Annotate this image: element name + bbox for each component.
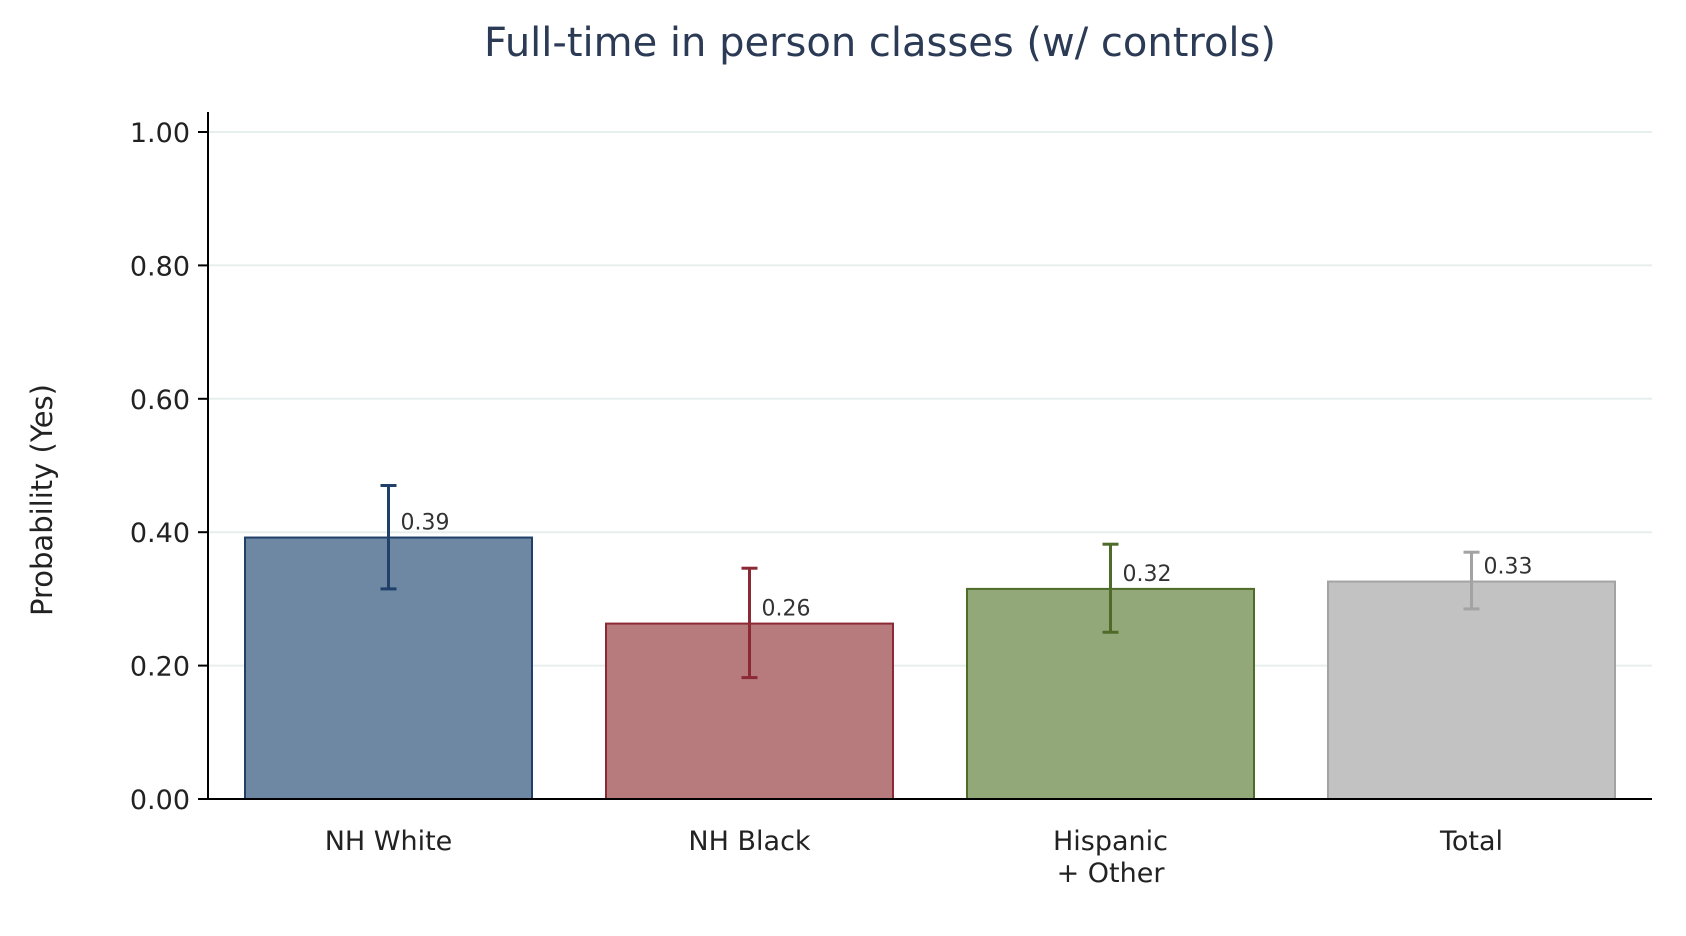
x-tick-label: NH Black — [688, 826, 810, 857]
x-tick-label: Total — [1439, 826, 1503, 857]
x-tick-label: + Other — [1057, 858, 1166, 889]
data-label: 0.26 — [762, 597, 811, 622]
data-label: 0.39 — [401, 511, 450, 536]
error-bar — [1102, 542, 1119, 634]
y-tick-label: 0.20 — [130, 652, 190, 683]
x-tick-label: NH White — [325, 826, 453, 857]
y-tick-label: 0.60 — [130, 385, 190, 416]
error-bar — [741, 566, 758, 680]
y-tick-label: 0.80 — [130, 251, 190, 282]
error-bar — [1463, 550, 1480, 611]
labels: 0.00 0.20 0.40 0.60 0.80 1.00 0.39 NH White 0.26… — [130, 118, 1533, 889]
error-bar — [380, 484, 397, 591]
x-tick-label: Hispanic — [1053, 826, 1168, 857]
y-tick-label: 0.00 — [130, 785, 190, 816]
bar — [1327, 580, 1616, 800]
data-label: 0.32 — [1123, 562, 1172, 587]
axes — [198, 112, 1652, 800]
data-label: 0.33 — [1484, 555, 1533, 580]
chart-title: Full-time in person classes (w/ controls… — [484, 20, 1276, 66]
y-axis-title: Probability (Yes) — [25, 384, 59, 616]
bars — [244, 484, 1616, 801]
y-tick-label: 0.40 — [130, 518, 190, 549]
y-tick-label: 1.00 — [130, 118, 190, 149]
